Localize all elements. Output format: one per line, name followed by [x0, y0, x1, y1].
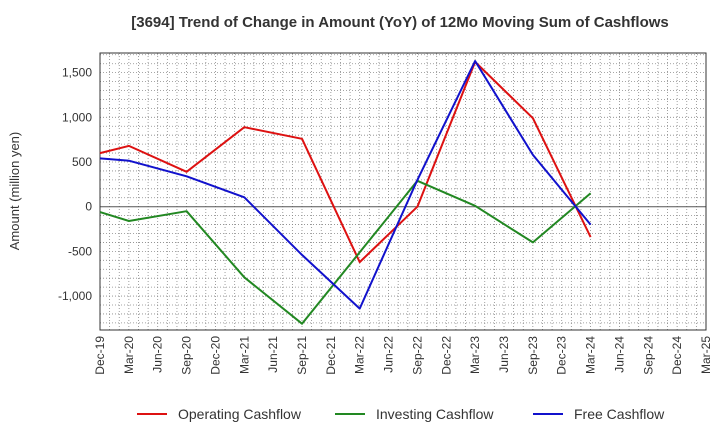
series-line-free-cashflow: [99, 60, 592, 310]
x-tick-label: Mar-23: [468, 336, 482, 374]
legend-label: Free Cashflow: [574, 406, 665, 422]
series-layer: [99, 60, 592, 325]
x-tick-label: Dec-20: [208, 336, 222, 375]
y-tick-label: 1,000: [62, 110, 92, 124]
x-tick-label: Dec-24: [670, 336, 684, 375]
x-tick-label: Jun-22: [382, 336, 396, 373]
legend-label: Operating Cashflow: [178, 406, 302, 422]
y-tick-label: -500: [68, 244, 92, 258]
y-tick-label: -1,000: [58, 289, 92, 303]
x-tick-label: Mar-22: [353, 336, 367, 374]
x-tick-label: Sep-22: [410, 336, 424, 375]
series-line-operating-cashflow: [99, 60, 592, 264]
x-tick-label: Sep-20: [180, 336, 194, 375]
x-tick-label: Mar-21: [237, 336, 251, 374]
x-tick-label: Jun-23: [497, 336, 511, 373]
x-tick-label: Sep-23: [526, 336, 540, 375]
x-tick-label: Jun-20: [151, 336, 165, 373]
y-tick-labels: -1,000 -500 0 500 1,000 1,500: [58, 66, 92, 303]
y-tick-label: 0: [85, 200, 92, 214]
x-tick-label: Dec-21: [324, 336, 338, 375]
legend: Operating Cashflow Investing Cashflow Free…: [137, 406, 665, 422]
x-tick-label: Sep-24: [641, 336, 655, 375]
grid-layer: [100, 53, 706, 330]
x-tick-label: Dec-22: [439, 336, 453, 375]
x-tick-labels: Dec-19 Mar-20 Jun-20 Sep-20 Dec-20 Mar-21 Jun-…: [93, 336, 713, 375]
series-line-investing-cashflow: [99, 179, 592, 325]
legend-label: Investing Cashflow: [376, 406, 494, 422]
x-tick-label: Dec-19: [93, 336, 107, 375]
x-tick-label: Dec-23: [555, 336, 569, 375]
chart-title: [3694] Trend of Change in Amount (YoY) o…: [131, 14, 669, 31]
y-tick-label: 500: [72, 155, 92, 169]
x-tick-label: Sep-21: [295, 336, 309, 375]
x-tick-label: Mar-20: [122, 336, 136, 374]
y-tick-label: 1,500: [62, 66, 92, 80]
plot-frame: [99, 52, 707, 331]
x-tick-label: Mar-25: [699, 336, 713, 374]
y-axis-label: Amount (million yen): [7, 132, 22, 251]
x-tick-label: Jun-21: [266, 336, 280, 373]
x-tick-label: Jun-24: [612, 336, 626, 373]
x-tick-label: Mar-24: [584, 336, 598, 374]
